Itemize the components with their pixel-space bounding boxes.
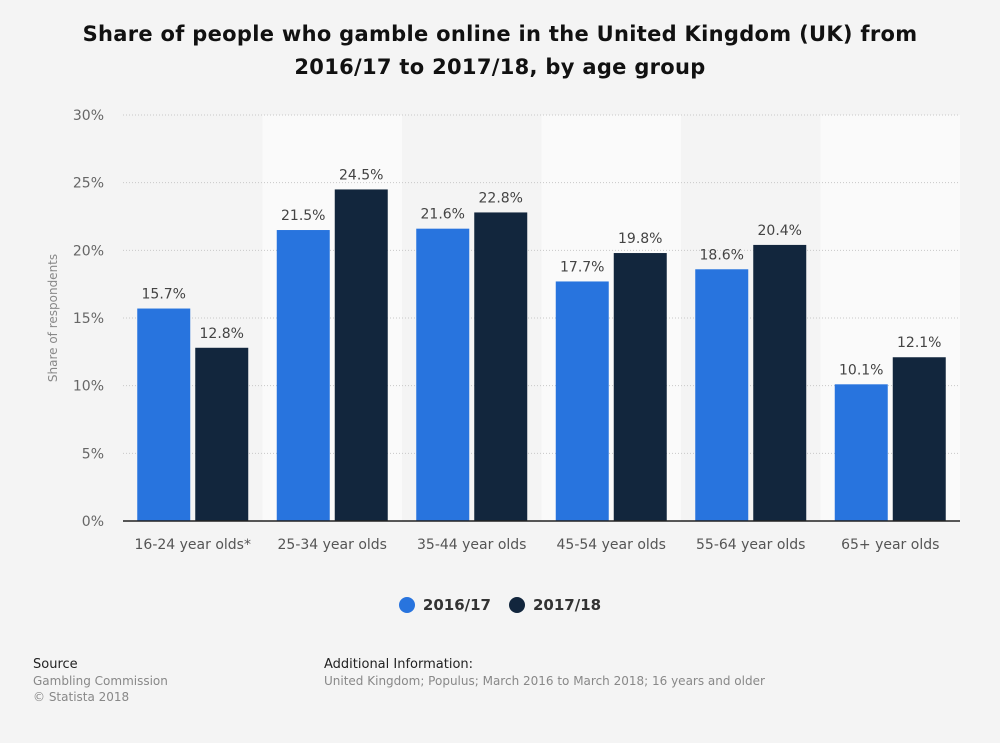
data-label: 24.5% xyxy=(339,167,383,183)
data-label: 12.1% xyxy=(897,335,941,351)
source-block: Source Gambling Commission © Statista 20… xyxy=(33,657,168,705)
data-label: 15.7% xyxy=(142,287,186,303)
y-tick-label: 15% xyxy=(73,311,104,327)
y-tick-label: 0% xyxy=(82,514,104,530)
chart-title-line-2: 2016/17 to 2017/18, by age group xyxy=(294,55,706,79)
bar xyxy=(613,253,667,522)
bar xyxy=(276,230,330,522)
source-copyright: © Statista 2018 xyxy=(33,690,130,704)
x-tick-label: 45-54 year olds xyxy=(557,537,666,553)
legend-item-2017-18[interactable]: 2017/18 xyxy=(509,596,601,614)
bar xyxy=(416,228,470,521)
bar xyxy=(334,189,388,521)
bar-chart: 0% 5% 10% 15% 20% 25% 30% Share of respondents 1… xyxy=(46,108,960,553)
legend-label-2016-17: 2016/17 xyxy=(422,596,491,614)
legend-marker-2016-17 xyxy=(398,597,415,613)
bar xyxy=(474,212,528,521)
chart-legend: 2016/17 2017/18 xyxy=(0,596,1000,614)
additional-info-block: Additional Information: United Kingdom; … xyxy=(324,657,765,689)
data-label: 20.4% xyxy=(758,223,802,239)
bar xyxy=(555,281,609,521)
data-label: 17.7% xyxy=(560,259,604,275)
x-tick-label: 55-64 year olds xyxy=(696,537,805,553)
source-heading: Source xyxy=(33,657,78,672)
data-label: 10.1% xyxy=(839,362,883,378)
y-tick-label: 10% xyxy=(73,379,104,395)
bar xyxy=(195,347,249,521)
y-axis-label: Share of respondents xyxy=(46,254,60,382)
x-tick-label: 35-44 year olds xyxy=(417,537,526,553)
bar xyxy=(753,244,807,522)
y-tick-label: 20% xyxy=(73,243,104,259)
x-tick-label: 65+ year olds xyxy=(841,537,939,553)
data-label: 19.8% xyxy=(618,231,662,247)
additional-info-text: United Kingdom; Populus; March 2016 to M… xyxy=(324,674,765,688)
source-name: Gambling Commission xyxy=(33,674,168,688)
y-tick-label: 30% xyxy=(73,108,104,124)
bar xyxy=(137,308,191,521)
data-label: 21.5% xyxy=(281,208,325,224)
x-tick-label: 16-24 year olds* xyxy=(135,537,251,553)
data-label: 22.8% xyxy=(479,190,523,206)
y-tick-label: 5% xyxy=(82,446,104,462)
x-tick-label: 25-34 year olds xyxy=(278,537,387,553)
bar xyxy=(892,357,946,521)
legend-marker-2017-18 xyxy=(509,597,525,613)
legend-label-2017-18: 2017/18 xyxy=(533,596,602,614)
legend-item-2016-17[interactable]: 2016/17 xyxy=(398,596,491,614)
chart-title: Share of people who gamble online in the… xyxy=(60,18,940,84)
bar xyxy=(695,269,749,521)
data-label: 18.6% xyxy=(700,247,744,263)
y-tick-label: 25% xyxy=(73,176,104,192)
chart-title-line-1: Share of people who gamble online in the… xyxy=(82,22,918,46)
data-label: 12.8% xyxy=(200,326,244,342)
additional-info-heading: Additional Information: xyxy=(324,657,474,672)
data-label: 21.6% xyxy=(421,207,465,223)
bar xyxy=(834,384,888,521)
